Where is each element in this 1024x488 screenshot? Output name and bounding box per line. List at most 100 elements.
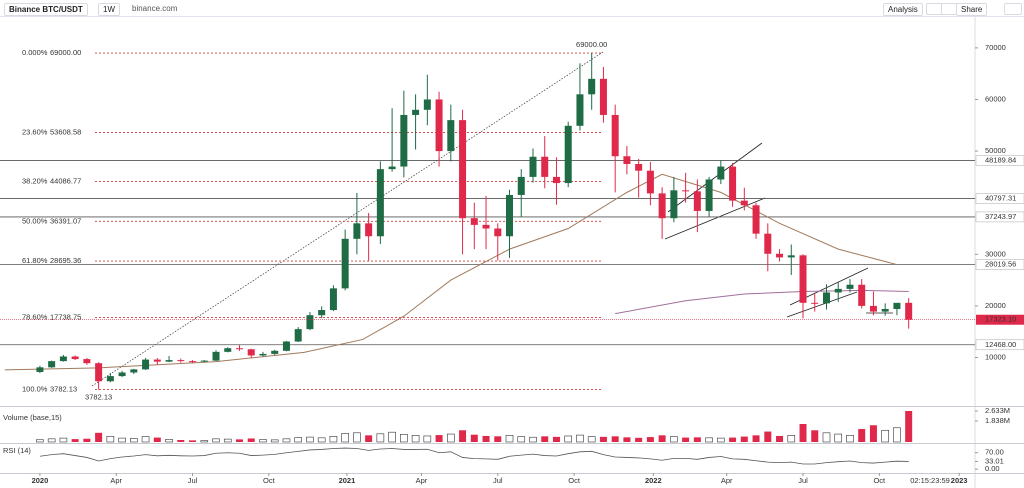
candle-body	[224, 348, 232, 352]
candle-body	[564, 125, 572, 184]
y-tick-label: 0.00	[985, 464, 1000, 473]
level-label-box	[975, 193, 1024, 204]
y-tick-label: 30000	[985, 249, 1006, 258]
fib-price: 69000.00	[50, 48, 81, 57]
candle-body	[95, 363, 103, 382]
volume-bar	[294, 437, 302, 443]
expand-button[interactable]	[1004, 3, 1022, 15]
candle-body	[130, 369, 138, 373]
candle-body	[294, 329, 302, 342]
volume-bar	[482, 435, 490, 442]
x-tick-label: Oct	[263, 476, 276, 485]
volume-bar	[705, 437, 713, 443]
candle-body	[494, 228, 502, 237]
candle-body	[611, 114, 619, 157]
volume-bar	[869, 425, 877, 442]
x-tick-label: Apr	[110, 476, 122, 485]
candle-body	[235, 348, 243, 350]
volume-bar	[658, 435, 666, 442]
volume-bar	[717, 437, 725, 443]
volume-bar	[388, 431, 396, 443]
candle-body	[142, 359, 150, 370]
symbol[interactable]: Binance BTC/USDT	[4, 3, 88, 16]
volume-bar	[635, 437, 643, 442]
candle-body	[506, 194, 514, 237]
volume-bar	[400, 434, 408, 443]
candle-body	[764, 233, 772, 254]
y-tick-label: 2.633M	[985, 406, 1010, 415]
volume-bar	[682, 437, 690, 442]
candle-body	[48, 361, 56, 368]
volume-bar	[259, 439, 267, 443]
candle-body	[36, 367, 44, 372]
volume-bar	[165, 439, 173, 443]
candle-body	[658, 193, 666, 219]
candle-body	[212, 351, 220, 361]
candle-body	[881, 309, 889, 312]
candle-body	[282, 341, 290, 351]
volume-bar	[670, 436, 678, 443]
volume-bar	[411, 435, 420, 443]
candle-body	[482, 224, 490, 229]
candle-body	[635, 163, 643, 171]
volume-bar	[200, 440, 209, 443]
candle-body	[259, 353, 267, 356]
volume-bar	[353, 432, 361, 443]
last-price-box	[976, 314, 1024, 325]
candle-body	[177, 360, 185, 362]
trend-line	[91, 51, 604, 387]
candle-body	[834, 288, 842, 293]
candle-body	[435, 99, 443, 152]
candle-body	[189, 361, 197, 363]
high-annotation: 69000.00	[576, 40, 607, 49]
volume-bar	[189, 440, 197, 442]
volume-bar	[729, 437, 737, 442]
candle-body	[459, 120, 467, 219]
volume-bar	[858, 429, 866, 442]
x-tick-label: 2022	[645, 476, 662, 485]
level-label-box	[975, 155, 1024, 166]
candle-body	[787, 255, 795, 258]
candle-body	[400, 114, 408, 167]
source-link[interactable]: binance.com	[128, 3, 182, 14]
level-label-box	[975, 211, 1024, 223]
level-label: 28019.56	[985, 260, 1016, 269]
x-tick-label: Apr	[416, 476, 428, 485]
candle-body	[517, 176, 525, 195]
y-tick-label: 1.838M	[985, 416, 1010, 425]
x-tick-label: 2023	[951, 476, 968, 485]
volume-bar	[435, 435, 443, 442]
axis-area	[975, 17, 1024, 488]
y-tick-label: 20000	[985, 301, 1006, 310]
fib-ratio: 50.00%	[22, 216, 48, 225]
volume-bar	[47, 438, 56, 443]
level-label: 37243.97	[985, 212, 1016, 221]
volume-bar	[587, 436, 596, 443]
fib-ratio: 61.80%	[22, 256, 48, 265]
volume-bar	[95, 432, 103, 442]
analysis-button[interactable]: Analysis	[883, 3, 923, 16]
x-tick-label: Jul	[188, 476, 198, 485]
candle-body	[682, 190, 690, 192]
share-button[interactable]: Share	[956, 3, 988, 16]
candle-body	[811, 302, 819, 304]
moving-average	[4, 173, 898, 371]
channel-line	[786, 291, 858, 318]
candle-body	[670, 190, 678, 219]
candle-body	[318, 310, 326, 316]
volume-bar	[212, 438, 220, 443]
interval[interactable]: 1W	[98, 3, 120, 16]
candle-body	[552, 176, 560, 184]
volume-bar	[423, 435, 432, 443]
candle-body	[588, 78, 596, 95]
volume-bar	[623, 437, 631, 442]
volume-bar	[552, 436, 560, 442]
volume-bar	[177, 439, 185, 442]
volume-bar	[822, 432, 831, 443]
candle-body	[306, 315, 314, 330]
candle-body	[905, 302, 913, 320]
x-tick-label: 2020	[32, 476, 49, 485]
candle-body	[165, 360, 173, 362]
fib-ratio: 38.20%	[22, 177, 48, 186]
